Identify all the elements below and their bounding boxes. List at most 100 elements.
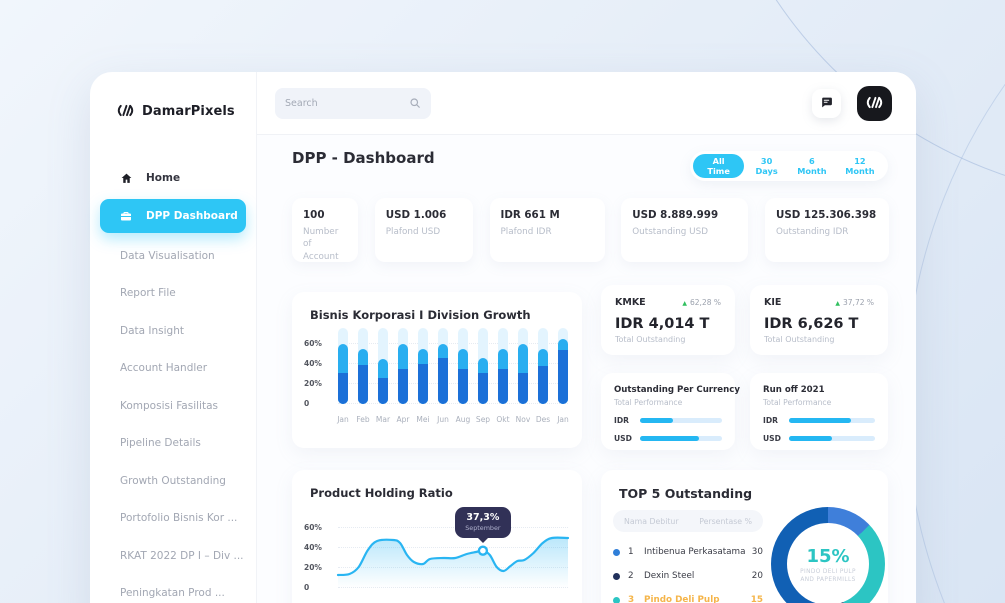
y-tick-label: 0 (304, 399, 310, 408)
kpi-header-row: KMKE ▲ 62,28 % (615, 297, 721, 308)
stat-label: Outstanding USD (632, 227, 708, 237)
sidebar-item-label: Portofolio Bisnis Kor ... (120, 512, 238, 525)
y-tick-label: 20% (304, 563, 322, 572)
kpi-card-kie: KIE ▲ 37,72 % IDR 6,626 T Total Outstanding (750, 285, 888, 355)
progress-track (789, 418, 875, 423)
top5-table-rows: 1 Intibenua Perkasatama 30 2 Dexin Steel 20 3 P… (613, 540, 763, 603)
row-value: 30 (751, 547, 763, 557)
stat-value: USD 1.006 (385, 209, 447, 221)
line-chart-title: Product Holding Ratio (310, 486, 453, 500)
sidebar-item-peningkatan-prod[interactable]: Peningkatan Prod ... (90, 575, 256, 603)
x-tick-label: Mei (416, 415, 430, 424)
stat-value: USD 8.889.999 (632, 209, 719, 221)
progress-row-idr: IDR (763, 416, 875, 425)
sidebar-item-label: RKAT 2022 DP I – Div ... (120, 549, 244, 562)
stat-card: USD 1.006 Plafond USD (374, 198, 473, 262)
row-number: 3 (628, 595, 635, 603)
progress-track (789, 436, 875, 441)
chart-tooltip: 37,3% September (454, 506, 511, 538)
filter-12-month[interactable]: 12 Month (843, 156, 877, 176)
search-box[interactable] (275, 88, 431, 119)
sidebar-item-portofolio-bisnis-kor[interactable]: Portofolio Bisnis Kor ... (90, 500, 256, 538)
bar-primary-segment (398, 369, 408, 404)
progress-row-usd: USD (614, 434, 722, 443)
gridline (338, 547, 568, 548)
kpi-header-row: KIE ▲ 37,72 % (764, 297, 874, 308)
row-value: 20 (751, 571, 763, 581)
brand: DamarPixels (90, 72, 256, 121)
filter-6-month[interactable]: 6 Month (797, 156, 827, 176)
line-path (336, 536, 570, 577)
bar-chart: 60% 40% 20% 0 Jan Feb Mar Apr Mei Jun Aug Sep Okt Nov… (304, 328, 569, 424)
bar-primary-segment (378, 378, 388, 404)
column-persentase: Persentase % (699, 516, 752, 526)
kpi-value: IDR 4,014 T (615, 316, 710, 332)
gridline (338, 343, 568, 344)
bar-nov-9: Nov (516, 328, 530, 424)
sidebar-item-report-file[interactable]: Report File (90, 275, 256, 313)
progress-fill (789, 418, 851, 423)
x-tick-label: Sep (475, 415, 491, 424)
bar-jan-11: Jan (557, 328, 569, 424)
performance-content: Outstanding Per Currency Total Performanc… (601, 373, 740, 455)
division-growth-card: Bisnis Korporasi I Division Growth 60% 40… (292, 292, 582, 448)
sidebar-item-account-handler[interactable]: Account Handler (90, 350, 256, 388)
x-tick-label: Jun (437, 415, 449, 424)
filter-30-days[interactable]: 30 Days (752, 156, 781, 176)
damarpixels-logo-icon (116, 102, 135, 121)
x-tick-label: Jan (337, 415, 349, 424)
performance-title: Run off 2021 (763, 385, 825, 395)
progress-label: IDR (614, 416, 629, 425)
performance-subtitle: Total Performance (763, 398, 832, 407)
brand-button[interactable] (857, 86, 892, 121)
bar-primary-segment (498, 369, 508, 404)
sidebar-item-home[interactable]: Home (90, 159, 256, 197)
top5-row: 1 Intibenua Perkasatama 30 (613, 540, 763, 564)
kpi-content: KMKE ▲ 62,28 % IDR 4,014 T Total Outstanding (601, 285, 735, 356)
gridline (338, 383, 568, 384)
kpi-card-kmke: KMKE ▲ 62,28 % IDR 4,014 T Total Outstanding (601, 285, 735, 355)
sidebar-item-rkat-2022-dp-i-div[interactable]: RKAT 2022 DP I – Div ... (90, 537, 256, 575)
row-dot (613, 548, 620, 556)
row-value: 15 (750, 595, 763, 603)
sidebar-item-label: Pipeline Details (120, 437, 201, 450)
column-nama-debitur: Nama Debitur (624, 516, 679, 526)
bar-primary-segment (538, 366, 548, 404)
sidebar-item-pipeline-details[interactable]: Pipeline Details (90, 425, 256, 463)
progress-label: USD (614, 434, 632, 443)
x-tick-label: Jan (557, 415, 569, 424)
row-number: 2 (628, 571, 634, 581)
row-name: Pindo Deli Pulp (644, 595, 720, 603)
x-tick-label: Aug (455, 415, 471, 424)
chat-button[interactable] (812, 89, 841, 118)
progress-fill (789, 436, 832, 441)
sidebar-item-label: Komposisi Fasilitas (120, 399, 218, 412)
performance-content: Run off 2021 Total Performance IDR USD (750, 373, 888, 455)
sidebar-item-data-insight[interactable]: Data Insight (90, 312, 256, 350)
bar-jan-0: Jan (337, 328, 349, 424)
filter-all-time[interactable]: All Time (693, 154, 745, 178)
sidebar-item-data-visualisation[interactable]: Data Visualisation (90, 237, 256, 275)
kpi-subtitle: Total Outstanding (615, 335, 686, 344)
sidebar-item-komposisi-fasilitas[interactable]: Komposisi Fasilitas (90, 387, 256, 425)
row-dot (613, 572, 620, 580)
line-chart-svg (336, 536, 570, 588)
bar-series: Jan Feb Mar Apr Mei Jun Aug Sep Okt Nov Des Jan (337, 328, 569, 424)
search-input[interactable] (285, 98, 409, 109)
bar-aug-6: Aug (456, 328, 470, 424)
sidebar-item-growth-outstanding[interactable]: Growth Outstanding (90, 462, 256, 500)
progress-row-idr: IDR (614, 416, 722, 425)
sidebar-nav: Home DPP Dashboard Data Visualisation Repor… (90, 159, 256, 603)
y-tick-label: 60% (304, 523, 322, 532)
donut-chart: 15% PINDO DELI PULP AND PAPERMILLS (771, 507, 885, 603)
performance-title: Outstanding Per Currency (614, 385, 740, 395)
row-name: Dexin Steel (644, 571, 695, 581)
stats-row: 100 Number of Account USD 1.006 Plafond USD… (292, 198, 889, 262)
stat-card: 100 Number of Account (292, 198, 358, 262)
top5-row: 2 Dexin Steel 20 (613, 564, 763, 588)
sidebar-item-dpp-dashboard[interactable]: DPP Dashboard (100, 199, 246, 233)
donut-center: 15% PINDO DELI PULP AND PAPERMILLS (787, 523, 869, 603)
stat-label: Number of Account (303, 227, 339, 262)
x-tick-label: Feb (356, 415, 370, 424)
